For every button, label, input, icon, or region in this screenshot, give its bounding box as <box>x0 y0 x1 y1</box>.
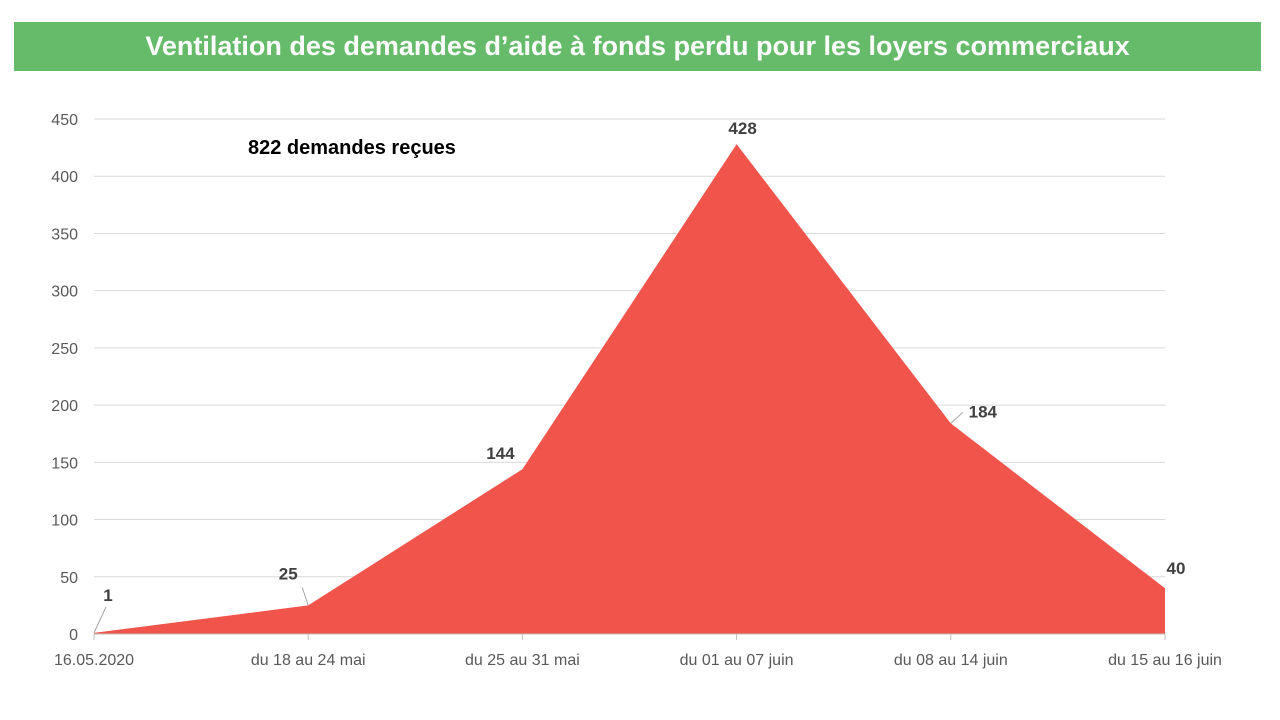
data-label: 144 <box>486 444 515 463</box>
y-tick-label: 150 <box>51 455 78 472</box>
chart-title: Ventilation des demandes d’aide à fonds … <box>145 31 1130 61</box>
y-tick-label: 300 <box>51 284 78 301</box>
data-label-leader <box>301 587 309 606</box>
x-tick-label: du 25 au 31 mai <box>465 652 580 669</box>
data-labels: 1 25 144 428 184 40 <box>93 119 1186 634</box>
data-label-leader <box>93 606 107 634</box>
y-tick-label: 400 <box>51 169 78 186</box>
y-tick-label: 100 <box>51 513 78 530</box>
x-tick-label: du 08 au 14 juin <box>894 652 1008 669</box>
x-tick-label: du 15 au 16 juin <box>1108 652 1222 669</box>
y-tick-label: 50 <box>60 570 78 587</box>
y-tick-label: 350 <box>51 226 78 243</box>
y-axis-ticks: 0 50 100 150 200 250 300 350 400 450 <box>51 112 78 644</box>
data-label: 428 <box>728 119 756 138</box>
x-tick-label: du 01 au 07 juin <box>680 652 794 669</box>
y-tick-label: 200 <box>51 398 78 415</box>
data-label: 25 <box>279 564 298 583</box>
x-axis-ticks: 16.05.2020 du 18 au 24 mai du 25 au 31 mai… <box>54 652 1222 669</box>
total-requests-annotation: 822 demandes reçues <box>248 137 456 159</box>
x-tick-label: 16.05.2020 <box>54 652 134 669</box>
area-fill <box>94 144 1165 634</box>
title-banner: Ventilation des demandes d’aide à fonds … <box>14 22 1261 71</box>
data-label: 1 <box>103 586 112 605</box>
y-tick-label: 250 <box>51 341 78 358</box>
area-series <box>94 144 1165 634</box>
y-tick-label: 0 <box>69 627 78 644</box>
data-label: 184 <box>969 402 998 421</box>
axes <box>93 633 1166 640</box>
x-tick-label: du 18 au 24 mai <box>251 652 366 669</box>
data-label: 40 <box>1167 559 1186 578</box>
y-tick-label: 450 <box>51 112 78 129</box>
data-label-leader <box>950 412 964 424</box>
